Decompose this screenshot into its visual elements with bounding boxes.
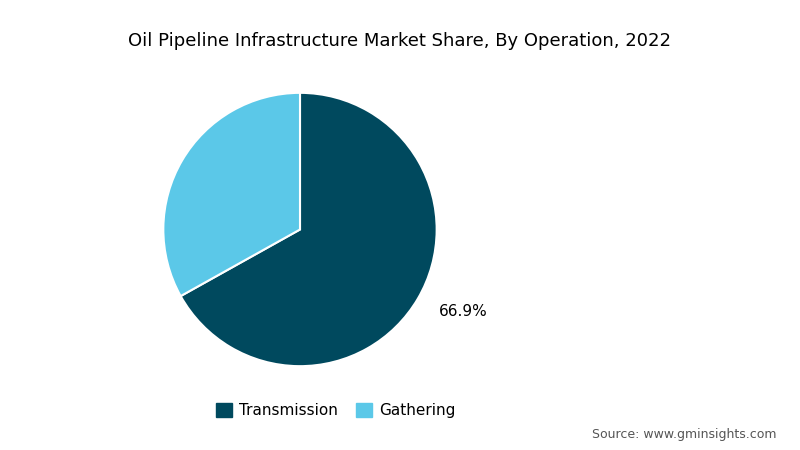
Wedge shape (163, 93, 300, 296)
Text: 66.9%: 66.9% (439, 304, 488, 319)
Text: Oil Pipeline Infrastructure Market Share, By Operation, 2022: Oil Pipeline Infrastructure Market Share… (129, 32, 671, 50)
Wedge shape (181, 93, 437, 366)
Legend: Transmission, Gathering: Transmission, Gathering (210, 397, 462, 424)
Text: Source: www.gminsights.com: Source: www.gminsights.com (591, 428, 776, 441)
